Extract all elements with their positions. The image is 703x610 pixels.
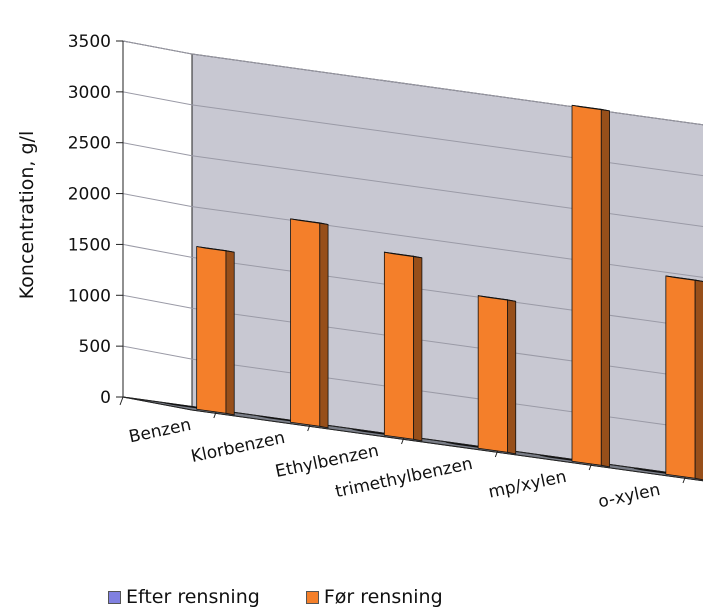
y-tick-label: 1000 bbox=[68, 286, 111, 306]
gridline bbox=[122, 294, 703, 380]
legend-label-foer: Før rensning bbox=[323, 586, 443, 608]
y-tick-label: 3000 bbox=[68, 83, 111, 103]
x-tick-label: Benzen bbox=[127, 415, 193, 448]
gridline bbox=[122, 193, 703, 278]
bar-foer-rensning bbox=[477, 295, 517, 455]
side-wall bbox=[122, 40, 193, 411]
legend-swatch-efter bbox=[108, 590, 121, 604]
legend-item-efter: Efter rensning bbox=[108, 586, 260, 608]
legend-label-efter: Efter rensning bbox=[126, 586, 260, 608]
legend-swatch-foer bbox=[305, 590, 319, 604]
bar-foer-rensning bbox=[196, 246, 235, 416]
y-tick-label: 500 bbox=[79, 337, 111, 357]
gridline bbox=[122, 91, 703, 177]
bars-foer-rensning bbox=[196, 104, 703, 481]
gridline bbox=[122, 40, 703, 126]
gridline bbox=[122, 345, 703, 431]
y-tick-label: 1500 bbox=[68, 235, 111, 255]
bar-foer-rensning bbox=[290, 218, 329, 429]
x-tick bbox=[119, 396, 124, 406]
y-tick-labels: 0 500 1000 1500 2000 2500 3000 3500 bbox=[68, 32, 111, 408]
legend: Efter rensning Før rensning bbox=[108, 586, 443, 608]
gridline bbox=[122, 142, 703, 228]
gridline bbox=[122, 243, 703, 329]
bar-foer-rensning bbox=[571, 104, 610, 468]
x-tick-label: o-xylen bbox=[596, 480, 662, 513]
legend-item-foer: Før rensning bbox=[305, 586, 443, 608]
x-tick-label: Klorbenzen bbox=[189, 428, 287, 467]
back-wall bbox=[191, 53, 703, 482]
y-tick-label: 0 bbox=[100, 388, 111, 408]
y-tick-label: 2000 bbox=[68, 185, 111, 205]
x-tick-label: mp/xylen bbox=[487, 467, 569, 503]
bar-foer-rensning bbox=[383, 251, 423, 442]
bar-foer-rensning bbox=[665, 275, 703, 481]
y-axis-label: Koncentration, g/l bbox=[16, 131, 38, 299]
y-tick-label: 2500 bbox=[68, 134, 111, 154]
gridlines bbox=[122, 40, 703, 431]
y-tick-label: 3500 bbox=[68, 32, 111, 52]
